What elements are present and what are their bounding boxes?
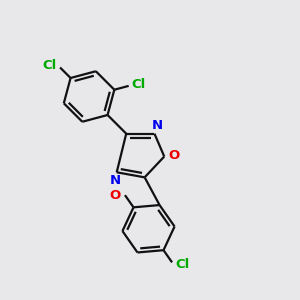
Text: Cl: Cl bbox=[43, 59, 57, 72]
Text: N: N bbox=[152, 119, 163, 132]
Text: O: O bbox=[110, 189, 121, 202]
Text: Cl: Cl bbox=[132, 78, 146, 91]
Text: Cl: Cl bbox=[176, 258, 190, 271]
Text: O: O bbox=[168, 148, 179, 162]
Text: N: N bbox=[110, 174, 121, 187]
